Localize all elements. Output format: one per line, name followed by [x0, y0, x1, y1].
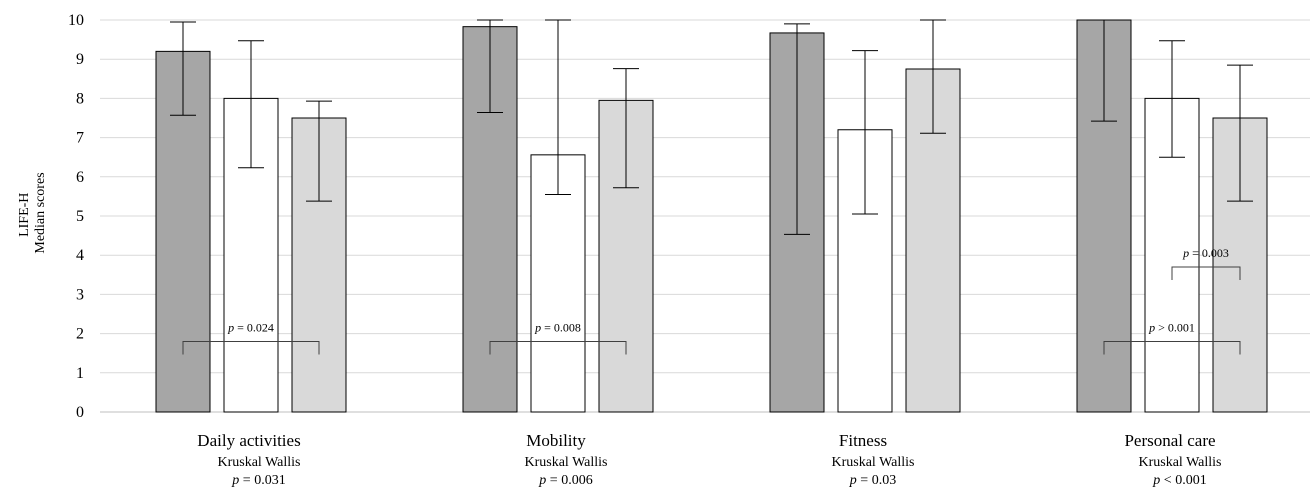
p-value: = 0.024 [234, 320, 274, 334]
significance-bracket [182, 340, 320, 355]
p-value: < 0.001 [1160, 473, 1206, 487]
category-labels: Daily activities Kruskal Wallis p = 0.031 M… [197, 431, 1221, 487]
p-symbol: p [1148, 320, 1155, 334]
y-tick-label: 8 [76, 90, 84, 107]
y-axis-label: LIFE-H Median scores [17, 172, 48, 253]
y-tick-labels: 0 1 2 3 4 5 6 7 8 9 10 [68, 12, 84, 421]
y-tick-label: 3 [76, 286, 84, 303]
y-tick-label: 7 [76, 130, 84, 147]
category-label: Fitness [839, 431, 887, 450]
p-value: > 0.001 [1155, 320, 1195, 334]
y-tick-label: 1 [76, 365, 84, 382]
error-bars [170, 19, 1253, 235]
p-symbol: p [534, 320, 541, 334]
category-label: Mobility [526, 431, 586, 450]
significance-bracket [489, 340, 627, 355]
y-tick-label: 10 [68, 12, 84, 29]
p-symbol: p [227, 320, 234, 334]
p-value-label: p < 0.001 [1152, 473, 1206, 487]
p-value-label: p = 0.031 [231, 473, 285, 487]
p-value-label: p = 0.006 [538, 473, 592, 487]
p-value-label: p = 0.03 [849, 473, 896, 487]
p-symbol: p [538, 473, 546, 487]
category-label: Daily activities [197, 431, 300, 450]
category-label: Personal care [1124, 431, 1215, 450]
test-label: Kruskal Wallis [525, 455, 608, 470]
significance-label: p = 0.024 [227, 320, 274, 334]
p-value: = 0.003 [1189, 246, 1229, 260]
p-symbol: p [849, 473, 857, 487]
y-tick-label: 4 [76, 247, 84, 264]
y-axis-label-line2: Median scores [33, 172, 48, 253]
y-tick-label: 0 [76, 404, 84, 421]
p-symbol: p [231, 473, 239, 487]
p-value: = 0.031 [239, 473, 285, 487]
significance-bracket [1103, 340, 1241, 355]
test-label: Kruskal Wallis [832, 455, 915, 470]
p-symbol: p [1152, 473, 1160, 487]
p-value: = 0.03 [857, 473, 896, 487]
y-tick-label: 2 [76, 326, 84, 343]
y-tick-label: 6 [76, 169, 84, 186]
significance-label: p = 0.008 [534, 320, 581, 334]
p-symbol: p [1182, 246, 1189, 260]
y-tick-label: 9 [76, 51, 84, 68]
significance-label: p > 0.001 [1148, 320, 1195, 334]
test-label: Kruskal Wallis [218, 455, 301, 470]
significance-bracket [1171, 266, 1241, 280]
significance-label: p = 0.003 [1182, 246, 1229, 260]
p-value: = 0.008 [541, 320, 581, 334]
y-tick-label: 5 [76, 208, 84, 225]
y-axis-label-line1: LIFE-H [17, 193, 32, 237]
p-value: = 0.006 [546, 473, 592, 487]
test-label: Kruskal Wallis [1139, 455, 1222, 470]
